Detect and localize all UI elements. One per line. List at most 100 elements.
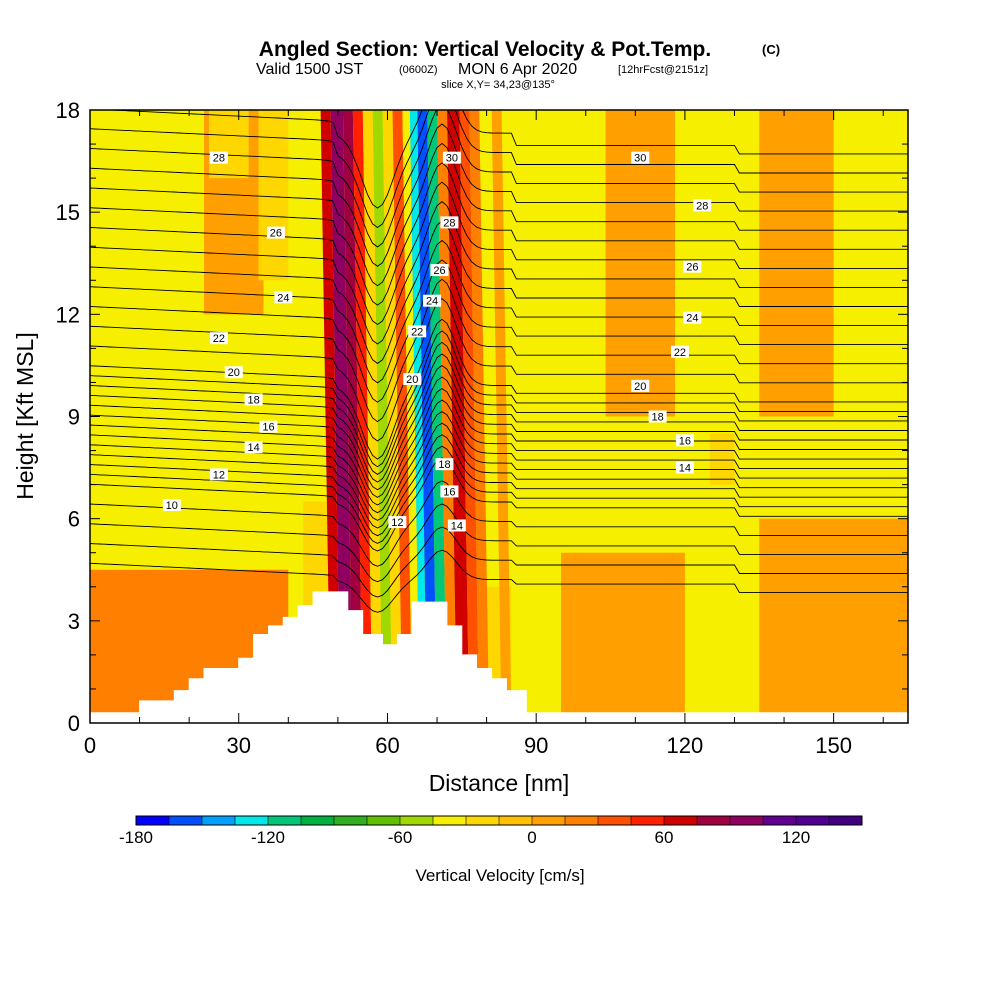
colorbar: -180 -120 -60 0 60 120 <box>119 815 863 847</box>
velocity-band <box>362 110 383 723</box>
contour-label-text: 28 <box>696 200 708 212</box>
chart-subtitle: Valid 1500 JST (0600Z) MON 6 Apr 2020 [1… <box>256 61 708 78</box>
contour-label: 14 <box>675 461 694 475</box>
colorbar-swatch <box>829 816 862 825</box>
colorbar-title: Vertical Velocity [cm/s] <box>415 866 584 885</box>
colorbar-swatch <box>235 816 268 825</box>
contour-label-text: 20 <box>406 374 418 386</box>
contour-label-text: 28 <box>213 153 225 165</box>
colorbar-swatch <box>730 816 763 825</box>
isentrope-line <box>90 162 908 306</box>
colorbar-swatch <box>367 816 400 825</box>
x-tick-label: 60 <box>375 733 399 758</box>
colorbar-swatch <box>334 816 367 825</box>
colorbar-swatch <box>664 816 697 825</box>
velocity-patch <box>208 110 249 179</box>
contour-label: 24 <box>683 311 702 325</box>
contour-label-text: 24 <box>686 313 698 325</box>
isentrope-line <box>90 364 908 491</box>
y-axis-label: Height [Kft MSL] <box>12 332 38 499</box>
isentrope-line <box>90 298 908 442</box>
y-tick-label: 12 <box>56 302 80 327</box>
colorbar-swatch <box>268 816 301 825</box>
colorbar-tick-label: 60 <box>655 828 674 847</box>
contour-label: 22 <box>408 325 427 338</box>
contour-label-text: 30 <box>446 153 458 165</box>
isentrope-line <box>90 376 908 498</box>
isentrope-line <box>90 123 908 267</box>
colorbar-swatch <box>466 816 499 825</box>
subtitle-date: MON 6 Apr 2020 <box>458 61 577 78</box>
contour-label-text: 24 <box>277 292 289 304</box>
y-tick-label: 3 <box>68 609 80 634</box>
isentrope-line <box>90 341 908 475</box>
colorbar-tick-label: -60 <box>388 828 413 847</box>
terrain-polygon <box>90 591 908 723</box>
contour-label-text: 26 <box>270 228 282 240</box>
contour-label: 18 <box>435 458 454 471</box>
y-tick-label: 15 <box>56 200 80 225</box>
contour-label-text: 26 <box>686 262 698 274</box>
velocity-band <box>320 110 341 723</box>
y-tick-label: 6 <box>68 507 80 532</box>
contour-label: 20 <box>403 373 422 386</box>
colorbar-swatch <box>499 816 532 825</box>
isentrope-line <box>90 330 908 468</box>
y-tick-label: 0 <box>68 711 80 736</box>
contour-label: 16 <box>259 420 278 434</box>
contour-label: 16 <box>675 434 694 447</box>
contour-label: 18 <box>244 393 263 406</box>
colorbar-swatch <box>433 816 466 825</box>
colorbar-tick-label: -180 <box>119 828 153 847</box>
isentrope-line <box>90 445 908 544</box>
contour-label: 12 <box>388 516 407 529</box>
velocity-shading <box>90 110 908 723</box>
contour-label-text: 18 <box>652 412 664 424</box>
contour-label-text: 24 <box>426 296 438 308</box>
velocity-band <box>491 110 512 723</box>
x-tick-label: 30 <box>226 733 250 758</box>
contour-label: 28 <box>209 151 228 165</box>
title-mark: (C) <box>762 42 780 57</box>
contour-label: 24 <box>423 294 442 308</box>
isentrope-line <box>90 353 908 483</box>
terrain <box>90 591 908 723</box>
isentrope-line <box>90 110 908 229</box>
colorbar-swatch <box>136 816 169 825</box>
contour-label: 16 <box>440 485 459 498</box>
contour-label-text: 16 <box>443 486 455 498</box>
isentrope-line <box>90 549 908 613</box>
colorbar-swatch <box>631 816 664 825</box>
contour-label-text: 22 <box>213 333 225 345</box>
colorbar-swatch <box>598 816 631 825</box>
isentrope-line <box>90 457 908 552</box>
velocity-patch <box>560 552 685 723</box>
velocity-patch <box>709 433 735 485</box>
contour-label-text: 20 <box>228 367 240 379</box>
isentrope-line <box>101 110 908 209</box>
velocity-band <box>330 110 353 723</box>
colorbar-swatch <box>763 816 796 825</box>
subtitle-valid: Valid 1500 JST <box>256 61 364 78</box>
colorbar-tick-label: -120 <box>251 828 285 847</box>
contour-label-text: 22 <box>674 347 686 359</box>
velocity-patch <box>258 110 289 281</box>
velocity-band <box>382 110 403 723</box>
colorbar-swatch <box>697 816 730 825</box>
contour-label: 30 <box>442 151 461 165</box>
contour-label: 24 <box>274 291 293 304</box>
contour-label: 20 <box>631 379 650 393</box>
colorbar-tick-label: 120 <box>782 828 810 847</box>
contour-label: 26 <box>683 260 702 274</box>
isentrope-line <box>90 201 908 345</box>
velocity-band <box>437 110 457 723</box>
velocity-band <box>469 110 490 723</box>
velocity-patch <box>759 518 908 723</box>
contour-label: 28 <box>693 199 712 212</box>
y-tick-label: 9 <box>68 405 80 430</box>
y-tick-label: 18 <box>56 98 80 123</box>
contour-label-text: 26 <box>433 265 445 277</box>
x-tick-label: 0 <box>84 733 96 758</box>
colorbar-swatch <box>565 816 598 825</box>
